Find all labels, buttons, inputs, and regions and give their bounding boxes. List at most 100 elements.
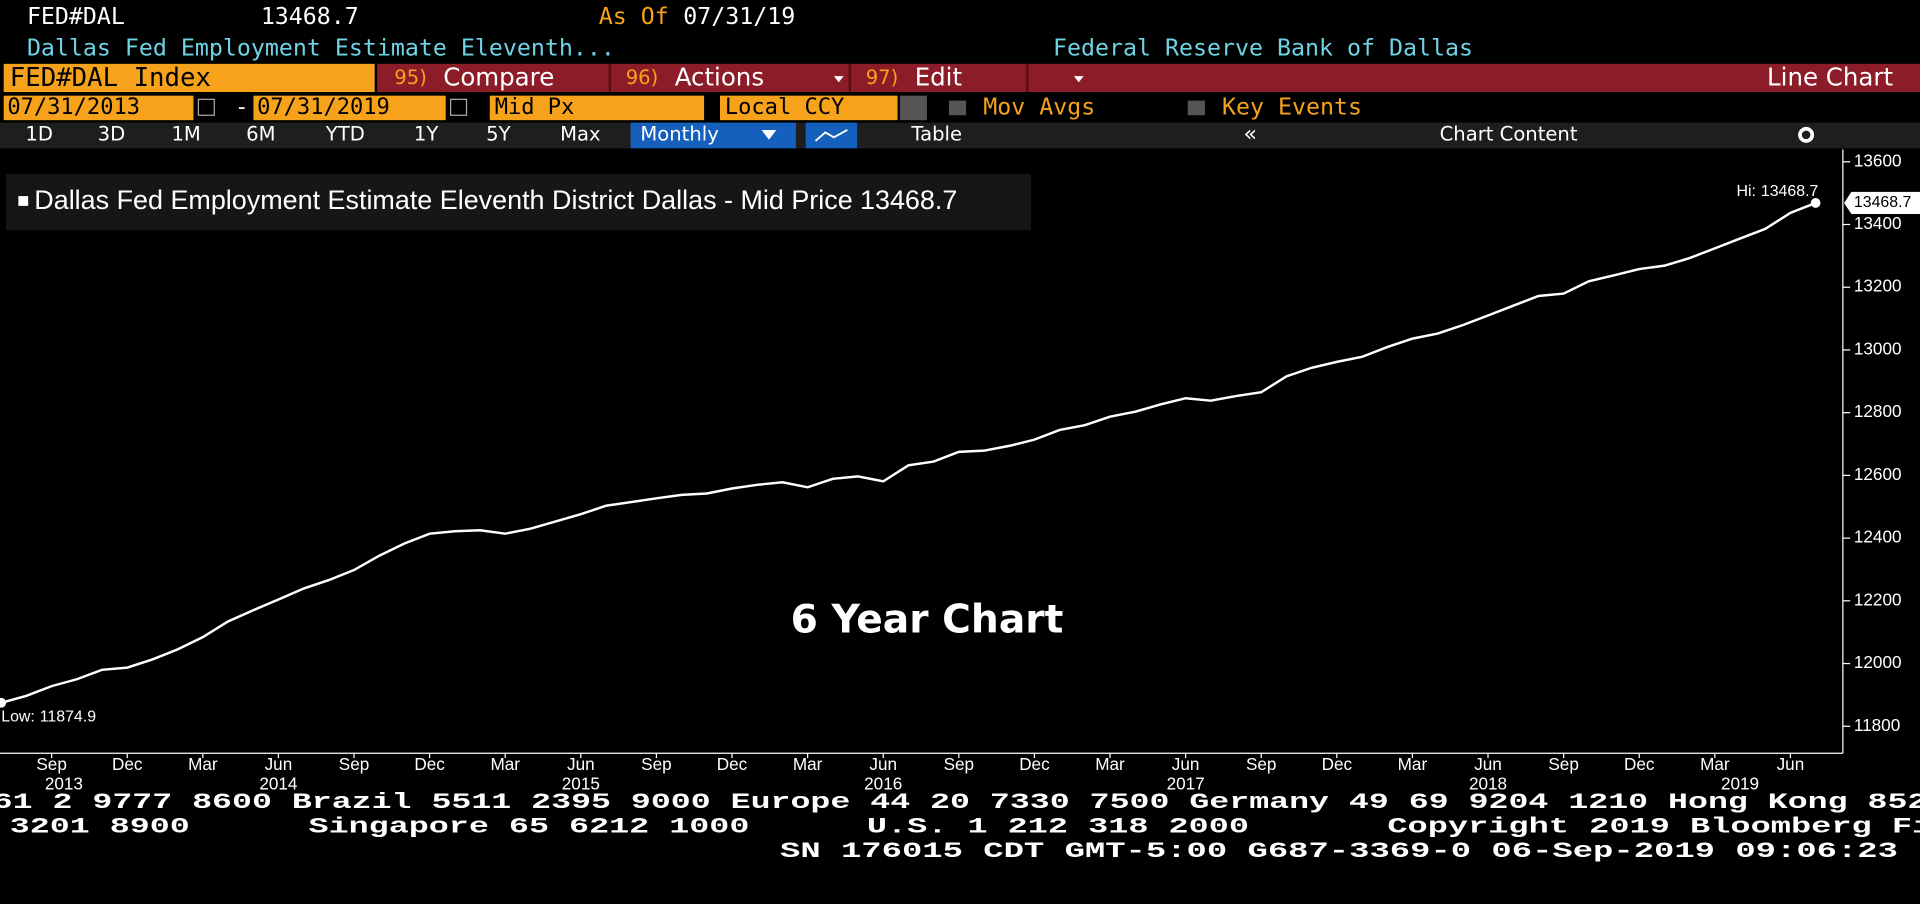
chart-annotation: 6 Year Chart <box>791 598 1064 643</box>
menu-label[interactable]: Edit <box>915 63 963 92</box>
dropdown-button[interactable] <box>900 95 927 121</box>
x-tick-label: Dec <box>1019 754 1050 774</box>
separator <box>1026 63 1029 92</box>
menu-number[interactable]: 97) <box>866 66 899 89</box>
y-tick-label: 12000 <box>1854 652 1902 672</box>
x-tick-label: Jun <box>265 754 293 774</box>
legend-value: 13468.7 <box>860 185 957 215</box>
x-year-label: 2016 <box>864 774 902 794</box>
ticker: FED#DAL <box>27 3 125 30</box>
x-tick-label: Jun <box>567 754 595 774</box>
x-tick-label: Dec <box>1322 754 1353 774</box>
x-tick-label: Jun <box>1474 754 1502 774</box>
menu-number[interactable]: 95) <box>394 66 427 89</box>
footer-segment: Copyright 2019 Bloomberg Fi <box>1387 815 1920 840</box>
x-tick-label: Sep <box>36 754 66 774</box>
as-of-label: As Of <box>599 3 669 30</box>
source: Federal Reserve Bank of Dallas <box>1053 35 1473 62</box>
end-date[interactable]: 07/31/2019 <box>257 95 390 120</box>
start-date[interactable]: 07/31/2013 <box>7 95 140 120</box>
y-tick-label: 13000 <box>1854 338 1902 358</box>
x-tick-label: Sep <box>1548 754 1578 774</box>
last-value: 13468.7 <box>261 3 359 30</box>
y-tick-label: 13400 <box>1854 213 1902 233</box>
period-button[interactable]: 1Y <box>414 122 438 145</box>
y-tick-label: 12200 <box>1854 589 1902 609</box>
checkbox[interactable] <box>1187 100 1205 116</box>
low-label-text: Low: <box>1 709 35 726</box>
footer-line: SN 176015 CDT GMT-5:00 G687-3369-0 06-Se… <box>780 839 1898 864</box>
menu-label[interactable]: Actions <box>675 63 764 92</box>
x-year-label: 2017 <box>1167 774 1205 794</box>
hi-label-value: 13468.7 <box>1761 183 1819 200</box>
field-box[interactable] <box>489 95 705 121</box>
hi-label: Hi: 13468.7 <box>1737 183 1819 200</box>
footer-line: 61 2 9777 8600 Brazil 5511 2395 9000 Eur… <box>0 790 1920 815</box>
period-bar <box>0 122 1920 149</box>
as-of-date: 07/31/19 <box>683 3 795 30</box>
period-button[interactable]: 5Y <box>486 122 510 145</box>
x-tick-label: Mar <box>793 754 823 774</box>
y-tick-label: 13600 <box>1854 150 1902 170</box>
separator <box>848 63 852 92</box>
legend-name: Dallas Fed Employment Estimate Eleventh … <box>34 185 852 215</box>
x-tick-label: Mar <box>1095 754 1125 774</box>
x-tick-label: Sep <box>1246 754 1276 774</box>
key-events[interactable]: Key Events <box>1222 93 1362 120</box>
calendar-icon[interactable] <box>197 98 215 116</box>
view-label: Line Chart <box>1767 63 1893 92</box>
currency-box[interactable] <box>720 95 898 121</box>
x-tick-label: Jun <box>1172 754 1200 774</box>
period-button[interactable]: 3D <box>98 122 126 145</box>
x-tick-label: Dec <box>112 754 143 774</box>
period-button[interactable]: 6M <box>246 122 275 145</box>
legend-box <box>6 174 1032 231</box>
y-tick-label: 12600 <box>1854 464 1902 484</box>
last-value-tag-label: 13468.7 <box>1854 194 1912 211</box>
period-button[interactable]: 1D <box>25 122 53 145</box>
end-date-box[interactable] <box>253 95 446 121</box>
x-tick-label: Sep <box>641 754 671 774</box>
security-box[interactable] <box>3 63 375 92</box>
start-date-box[interactable] <box>3 95 194 121</box>
field[interactable]: Mid Px <box>495 95 575 120</box>
checkbox[interactable] <box>948 100 967 116</box>
table-button[interactable]: Table <box>910 122 962 145</box>
chart-content[interactable]: Chart Content <box>1440 122 1578 145</box>
separator <box>608 63 612 92</box>
period-button[interactable]: YTD <box>325 122 365 145</box>
footer-segment: Singapore 65 6212 1000 <box>309 815 750 840</box>
period-button[interactable]: Max <box>560 122 600 145</box>
period-button[interactable]: 1M <box>171 122 200 145</box>
mov-avgs[interactable]: Mov Avgs <box>983 93 1095 120</box>
hi-label-text: Hi: <box>1737 183 1756 200</box>
date-separator: - <box>235 95 248 120</box>
collapse-button[interactable]: « <box>1243 122 1256 147</box>
x-year-label: 2019 <box>1721 774 1759 794</box>
menu-number[interactable]: 96) <box>626 66 659 89</box>
x-tick-label: Mar <box>1700 754 1730 774</box>
currency[interactable]: Local CCY <box>725 95 844 120</box>
hi-marker <box>1810 198 1821 208</box>
data-line <box>0 201 1817 704</box>
x-tick-label: Dec <box>414 754 445 774</box>
y-tick-label: 11800 <box>1854 715 1900 735</box>
calendar-icon[interactable] <box>450 98 468 116</box>
low-label: Low: 11874.9 <box>1 709 96 726</box>
x-tick-label: Sep <box>944 754 974 774</box>
menu-label[interactable]: Compare <box>443 63 554 92</box>
x-tick-label: Jun <box>869 754 897 774</box>
x-tick-label: Dec <box>717 754 748 774</box>
x-tick-label: Sep <box>339 754 369 774</box>
security[interactable]: FED#DAL Index <box>10 63 211 93</box>
chart-icon <box>814 129 848 142</box>
settings-icon[interactable] <box>1798 126 1815 143</box>
x-tick-label: Mar <box>490 754 520 774</box>
legend-entry: Dallas Fed Employment Estimate Eleventh … <box>34 185 957 215</box>
frequency[interactable]: Monthly <box>640 122 718 145</box>
x-tick-label: Mar <box>1398 754 1428 774</box>
low-label-value: 11874.9 <box>40 709 96 726</box>
legend-swatch <box>18 196 29 206</box>
